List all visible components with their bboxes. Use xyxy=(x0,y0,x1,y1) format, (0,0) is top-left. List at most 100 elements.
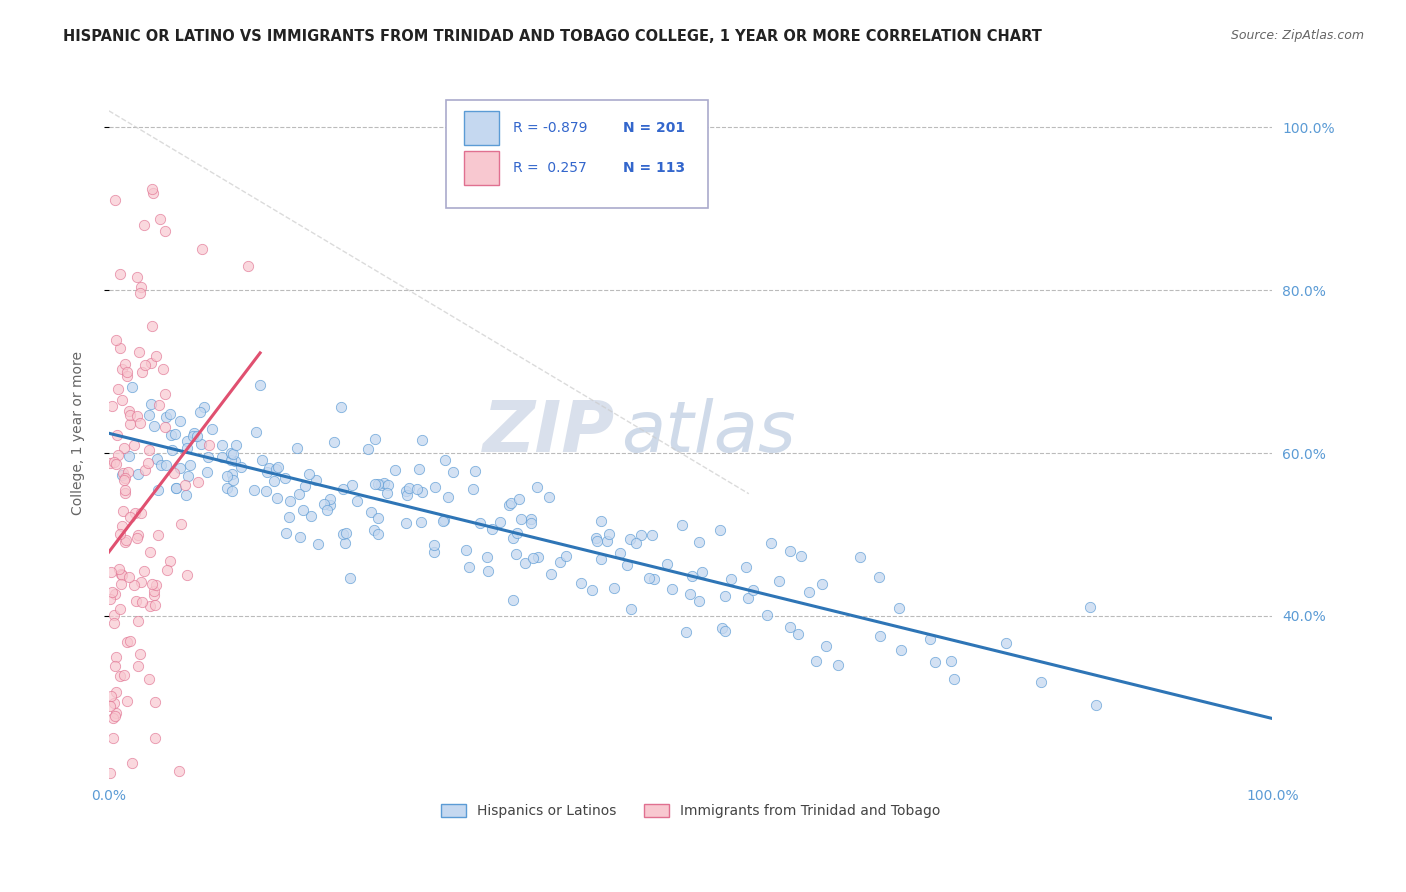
Point xyxy=(159,407,181,421)
Point xyxy=(128,345,150,359)
Point xyxy=(619,532,641,546)
Point xyxy=(153,420,176,434)
Point xyxy=(395,516,418,531)
Point xyxy=(118,449,141,463)
Point xyxy=(526,549,548,564)
Point xyxy=(211,437,233,451)
Point xyxy=(138,443,160,458)
Point xyxy=(464,464,486,478)
Point xyxy=(755,608,778,623)
Point xyxy=(661,582,683,596)
Point xyxy=(314,497,336,511)
Point xyxy=(143,695,166,709)
Point xyxy=(675,625,697,640)
Point xyxy=(827,658,849,673)
Point xyxy=(127,467,149,481)
Text: N = 201: N = 201 xyxy=(623,121,685,135)
Point xyxy=(186,429,208,443)
Point xyxy=(741,582,763,597)
Point xyxy=(456,543,478,558)
Point xyxy=(108,601,131,615)
Point xyxy=(585,531,607,545)
Point xyxy=(132,565,155,579)
Point xyxy=(111,362,134,376)
Point xyxy=(299,508,322,523)
Point xyxy=(630,527,652,541)
Point xyxy=(145,350,167,364)
Point xyxy=(489,516,512,530)
Point xyxy=(104,333,127,347)
Point xyxy=(641,528,664,542)
Point xyxy=(110,527,132,541)
Point xyxy=(787,627,810,641)
Point xyxy=(943,672,966,686)
Point xyxy=(183,426,205,441)
Point xyxy=(190,437,212,451)
Point xyxy=(111,392,134,407)
Point xyxy=(814,639,837,653)
Point xyxy=(437,490,460,504)
Point xyxy=(804,654,827,668)
Point xyxy=(221,467,243,482)
Point xyxy=(458,559,481,574)
Point xyxy=(103,696,125,710)
Point xyxy=(125,409,148,424)
Text: R = -0.879: R = -0.879 xyxy=(513,121,588,135)
Point xyxy=(591,515,613,529)
Point xyxy=(110,566,132,581)
Point xyxy=(129,506,152,520)
Point xyxy=(1029,675,1052,690)
Point xyxy=(129,575,152,590)
Point xyxy=(139,545,162,559)
Point xyxy=(148,528,170,542)
Point xyxy=(643,572,665,586)
Point xyxy=(285,442,308,456)
Point xyxy=(146,451,169,466)
Point xyxy=(104,458,127,472)
Point xyxy=(169,414,191,428)
Point xyxy=(145,577,167,591)
Point xyxy=(291,503,314,517)
Point xyxy=(159,553,181,567)
Point xyxy=(333,536,356,550)
Point xyxy=(125,531,148,545)
Point xyxy=(104,706,127,720)
Point xyxy=(101,399,124,413)
Point xyxy=(508,492,530,507)
Point xyxy=(118,633,141,648)
Point xyxy=(139,355,162,369)
Point xyxy=(134,358,156,372)
Point xyxy=(141,182,163,196)
Point xyxy=(160,428,183,442)
Point xyxy=(890,643,912,657)
Point xyxy=(118,570,141,584)
Point xyxy=(481,522,503,536)
Point xyxy=(131,595,153,609)
Point xyxy=(114,483,136,497)
Point xyxy=(339,571,361,585)
Point xyxy=(176,434,198,449)
Point xyxy=(540,566,562,581)
Point xyxy=(98,456,121,470)
Point xyxy=(129,285,152,300)
Point xyxy=(263,474,285,488)
Point xyxy=(423,479,446,493)
Point xyxy=(101,711,124,725)
Point xyxy=(179,458,201,472)
Point xyxy=(322,434,344,449)
Point xyxy=(101,585,124,599)
Point xyxy=(169,461,191,475)
Point xyxy=(995,635,1018,649)
Point xyxy=(110,467,132,482)
Point xyxy=(276,525,298,540)
Point xyxy=(470,516,492,530)
Point xyxy=(124,506,146,520)
Point xyxy=(129,280,152,294)
Point xyxy=(107,562,129,576)
Point xyxy=(848,550,870,565)
Point xyxy=(624,536,647,550)
Point xyxy=(121,756,143,770)
Point xyxy=(411,433,433,447)
Point xyxy=(620,601,643,615)
Point xyxy=(187,475,209,490)
